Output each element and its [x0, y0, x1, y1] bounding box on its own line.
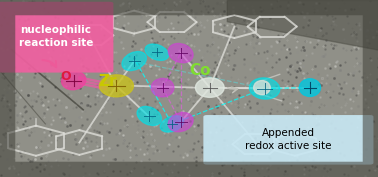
FancyBboxPatch shape — [203, 115, 373, 165]
Text: Zr: Zr — [99, 74, 117, 89]
Ellipse shape — [168, 113, 193, 132]
Ellipse shape — [145, 44, 169, 60]
Ellipse shape — [137, 106, 161, 125]
Ellipse shape — [151, 78, 174, 97]
Ellipse shape — [254, 81, 270, 95]
FancyBboxPatch shape — [0, 2, 113, 73]
Text: nucleophilic
reaction site: nucleophilic reaction site — [19, 25, 93, 48]
Ellipse shape — [299, 79, 321, 96]
Ellipse shape — [99, 75, 133, 97]
Ellipse shape — [249, 78, 280, 99]
Text: Co: Co — [189, 63, 210, 78]
Text: O: O — [61, 70, 71, 84]
Text: Appended
redox active site: Appended redox active site — [245, 128, 332, 152]
Ellipse shape — [160, 116, 184, 132]
Ellipse shape — [62, 71, 86, 90]
Ellipse shape — [168, 44, 193, 63]
Ellipse shape — [195, 78, 224, 97]
Ellipse shape — [122, 52, 146, 71]
